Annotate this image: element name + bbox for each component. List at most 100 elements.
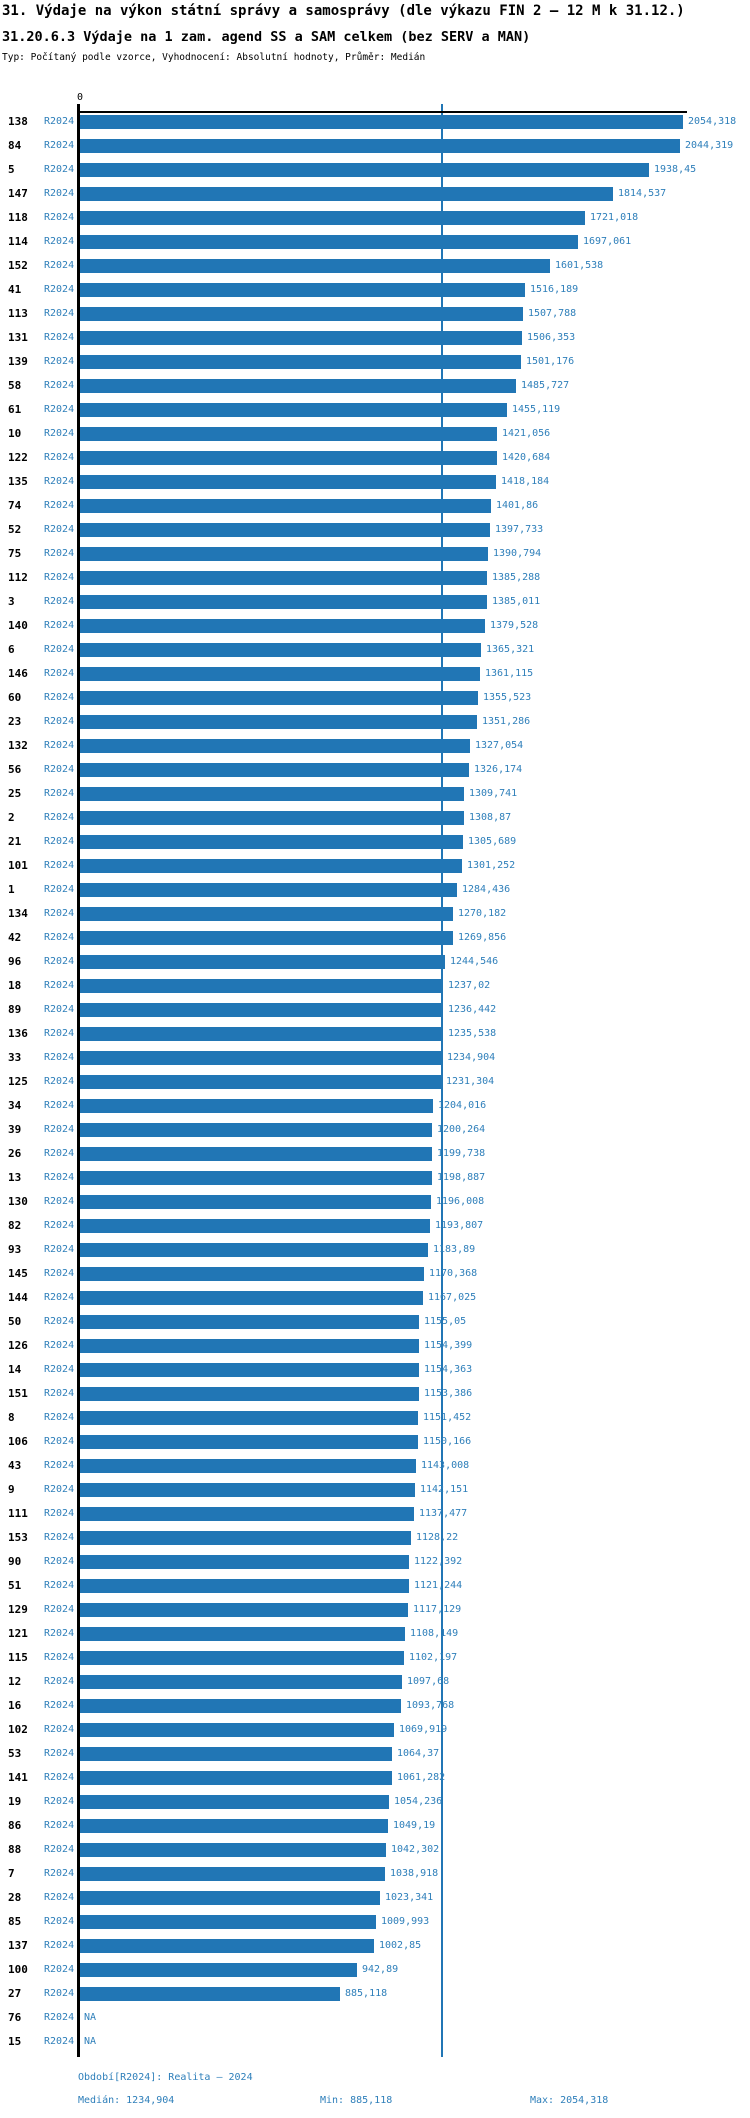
series-label: R2024 [44,1556,75,1567]
bar [80,1051,442,1065]
series-label: R2024 [44,1460,75,1471]
value-label: 1154,399 [424,1340,473,1351]
series-label: R2024 [44,2036,75,2047]
bar [80,283,525,297]
series-label: R2024 [44,1532,75,1543]
value-label: 1326,174 [474,764,523,775]
series-label: R2024 [44,836,75,847]
series-label: R2024 [44,620,75,631]
value-label: 1023,341 [385,1892,434,1903]
series-label: R2024 [44,692,75,703]
row-id-label: 131 [8,331,28,344]
value-label: 1379,528 [490,620,539,631]
series-label: R2024 [44,908,75,919]
value-label: 1122,392 [414,1556,463,1567]
bar [80,643,481,657]
value-label: 1355,523 [483,692,532,703]
bar [80,1459,416,1473]
series-label: R2024 [44,1244,75,1255]
series-label: R2024 [44,1772,75,1783]
row-id-label: 27 [8,1987,22,2000]
row-id-label: 13 [8,1171,22,1184]
row-id-label: 85 [8,1915,22,1928]
row-id-label: 146 [8,667,28,680]
value-label: 1365,321 [486,644,535,655]
value-na-label: NA [84,2012,97,2023]
row-id-label: 137 [8,1939,28,1952]
series-label: R2024 [44,1148,75,1159]
series-label: R2024 [44,980,75,991]
row-id-label: 51 [8,1579,22,1592]
bar [80,1507,414,1521]
bar [80,1387,419,1401]
value-label: 1237,02 [448,980,491,991]
bar [80,1603,408,1617]
bar [80,139,680,153]
series-label: R2024 [44,1196,75,1207]
row-id-label: 61 [8,403,22,416]
row-id-label: 100 [8,1963,28,1976]
series-label: R2024 [44,860,75,871]
value-label: 942,89 [362,1964,399,1975]
value-label: 1507,788 [528,308,577,319]
series-label: R2024 [44,1796,75,1807]
series-label: R2024 [44,1004,75,1015]
bar [80,187,613,201]
series-label: R2024 [44,1268,75,1279]
series-label: R2024 [44,164,75,175]
row-id-label: 129 [8,1603,28,1616]
bar [80,1003,443,1017]
series-label: R2024 [44,1916,75,1927]
bar [80,859,462,873]
bar [80,1939,374,1953]
value-label: 1154,363 [424,1364,473,1375]
row-id-label: 138 [8,115,28,128]
row-id-label: 25 [8,787,22,800]
bar [80,883,457,897]
row-id-label: 111 [8,1507,28,1520]
value-label: 1601,538 [555,260,604,271]
value-label: 1199,738 [437,1148,486,1159]
value-label: 1305,689 [468,836,517,847]
bar [80,211,585,225]
bar [80,1651,404,1665]
row-id-label: 93 [8,1243,22,1256]
row-id-label: 21 [8,835,22,848]
bar [80,499,491,513]
row-id-label: 115 [8,1651,28,1664]
bar [80,1627,405,1641]
series-label: R2024 [44,788,75,799]
row-id-label: 50 [8,1315,22,1328]
series-label: R2024 [44,1868,75,1879]
value-label: 1143,008 [421,1460,470,1471]
bar [80,523,490,537]
row-id-label: 3 [8,595,15,608]
bar [80,331,522,345]
value-label: 1038,918 [390,1868,439,1879]
value-label: 1301,252 [467,860,516,871]
value-label: 1054,236 [394,1796,443,1807]
axis-zero-tick-label: 0 [76,92,84,103]
row-id-label: 28 [8,1891,22,1904]
row-id-label: 121 [8,1627,28,1640]
value-label: 2054,318 [688,116,737,127]
bar [80,1291,423,1305]
value-label: 1097,68 [407,1676,450,1687]
bar [80,1147,432,1161]
bar [80,1819,388,1833]
series-label: R2024 [44,1676,75,1687]
row-id-label: 43 [8,1459,22,1472]
row-id-label: 144 [8,1291,28,1304]
value-label: 1506,353 [527,332,576,343]
series-label: R2024 [44,740,75,751]
row-id-label: 125 [8,1075,28,1088]
row-id-label: 74 [8,499,22,512]
indicator-subtitle: 31.20.6.3 Výdaje na 1 zam. agend SS a SA… [2,29,531,45]
value-label: 1327,054 [475,740,524,751]
series-label: R2024 [44,212,75,223]
row-id-label: 14 [8,1363,22,1376]
bar [80,907,453,921]
row-id-label: 90 [8,1555,22,1568]
value-label: 1137,477 [419,1508,468,1519]
